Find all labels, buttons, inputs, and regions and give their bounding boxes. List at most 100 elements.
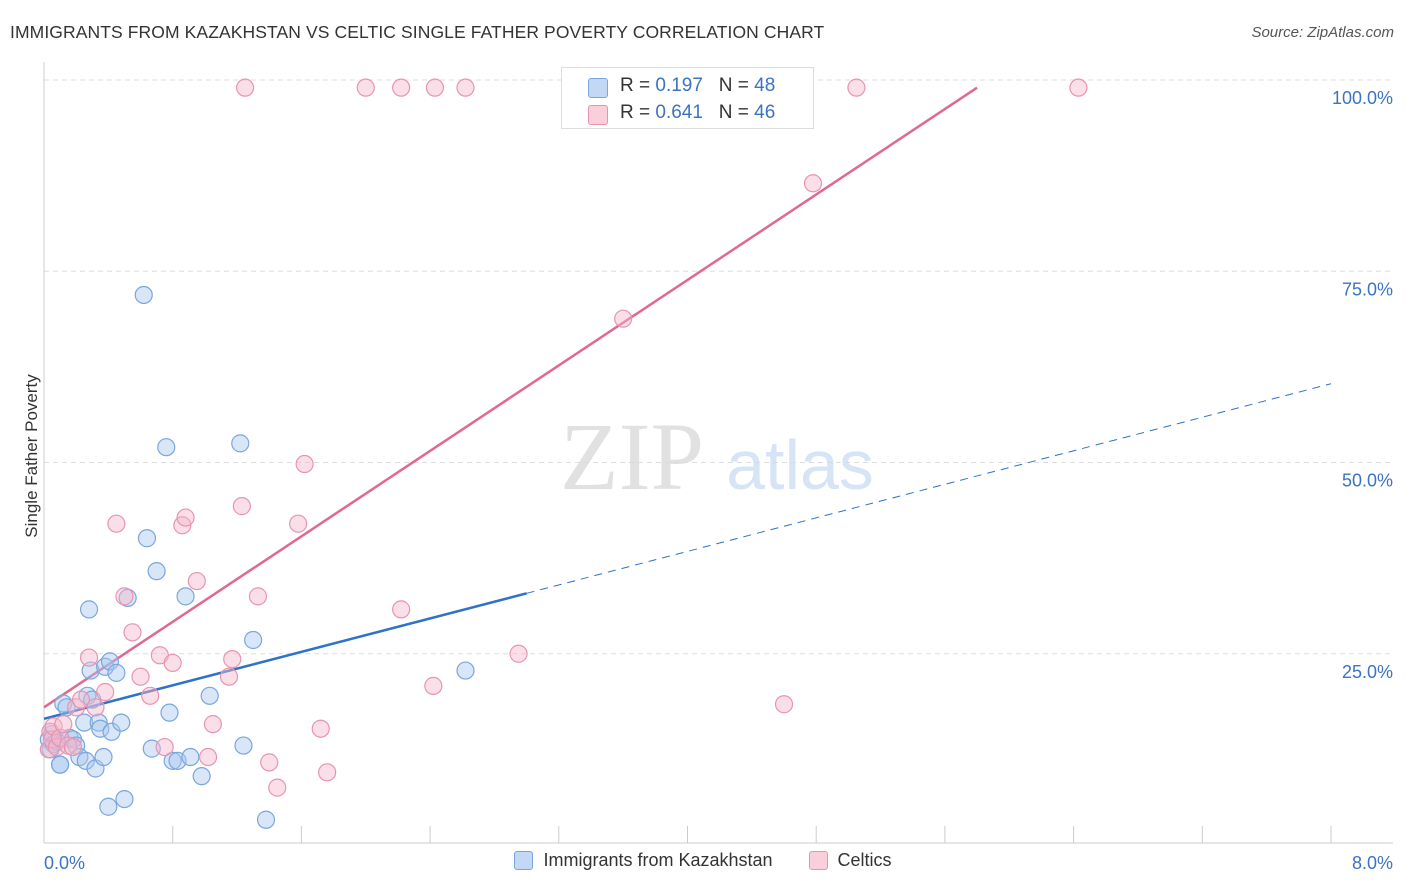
celtics-point [235, 78, 255, 97]
legend-r-label: R = [620, 102, 656, 123]
kazakhstan-point [200, 686, 219, 705]
legend-label-kazakhstan: Immigrants from Kazakhstan [543, 850, 773, 870]
kazakhstan-point [81, 661, 100, 680]
watermark-zip: ZIP [560, 403, 704, 510]
celtics-point [318, 763, 337, 782]
legend-swatch-pink [588, 105, 608, 125]
celtics-point [71, 690, 91, 709]
y-tick-label: 75.0% [1342, 279, 1393, 299]
celtics-point [176, 508, 195, 527]
kazakhstan-trend-line [43, 592, 527, 720]
trend-lines [43, 86, 1332, 720]
kazakhstan-point [231, 434, 250, 453]
celtics-point [198, 747, 218, 767]
celtics-point [392, 78, 411, 97]
kazakhstan-point [75, 713, 94, 732]
kazakhstan-point [99, 797, 118, 816]
legend-n-label: N = [718, 75, 755, 96]
legend-swatch-pink [808, 851, 828, 870]
kazakhstan-trend-extension [526, 383, 1332, 594]
celtics-point [155, 737, 174, 757]
celtics-point [203, 715, 223, 734]
celtics-point [131, 667, 150, 686]
kazakhstan-point [134, 285, 153, 305]
celtics-point [232, 497, 251, 516]
celtics-point [356, 78, 375, 97]
kazakhstan-point [192, 767, 211, 786]
tick-labels: 25.0% 50.0% 75.0% 100.0% 0.0% 8.0% [44, 88, 1393, 873]
kazakhstan-point [256, 810, 276, 829]
kazakhstan-point [91, 719, 110, 738]
legend-n-label: N = [718, 102, 755, 123]
kazakhstan-point [160, 703, 179, 722]
legend-item-kazakhstan: Immigrants from Kazakhstan [514, 850, 773, 871]
kazakhstan-point [137, 529, 157, 548]
kazakhstan-point [163, 751, 182, 770]
source-credit: Source: ZipAtlas.com [1251, 24, 1394, 41]
celtics-point [803, 174, 823, 193]
celtics-point [79, 648, 99, 667]
celtics-point [219, 667, 239, 686]
celtics-point [456, 78, 475, 97]
kazakhstan-point [115, 789, 134, 809]
kazakhstan-point [102, 722, 121, 741]
kazakhstan-point [100, 652, 120, 671]
kazakhstan-point [79, 600, 99, 619]
celtics-point [260, 753, 279, 772]
celtics-point [774, 695, 794, 714]
celtics-trend-line [43, 86, 978, 709]
celtics-point [187, 571, 206, 591]
celtics-point [424, 676, 443, 695]
watermark-atlas: atlas [726, 426, 874, 504]
kazakhstan-point [147, 562, 166, 581]
celtics-point [847, 78, 866, 97]
kazakhstan-point [94, 747, 113, 767]
celtics-point [425, 78, 445, 97]
kazakhstan-point [157, 438, 176, 457]
celtics-point [107, 514, 126, 533]
celtics-point [223, 650, 242, 669]
celtics-point [86, 698, 105, 717]
x-tick-label: 8.0% [1352, 853, 1393, 873]
gridlines [44, 79, 1393, 655]
celtics-point [248, 587, 268, 606]
celtics-point [163, 653, 182, 673]
kazakhstan-point [456, 661, 475, 680]
data-points [39, 78, 1088, 829]
kazakhstan-point [112, 713, 131, 732]
x-tick-label: 0.0% [44, 853, 85, 873]
celtics-point [268, 778, 287, 797]
legend-swatch-blue [514, 851, 534, 870]
celtics-point [96, 682, 115, 702]
celtics-point [54, 715, 73, 734]
legend-swatch-blue [588, 78, 608, 98]
legend-r-value: 0.197 [655, 75, 703, 96]
celtics-point [311, 719, 330, 738]
celtics-point [1069, 78, 1088, 97]
kazakhstan-point [96, 657, 115, 676]
kazakhstan-point [76, 751, 95, 770]
celtics-point [509, 644, 528, 663]
kazakhstan-point [107, 663, 126, 682]
legend-n-value: 48 [754, 75, 776, 96]
kazakhstan-point [176, 587, 195, 606]
kazakhstan-point [181, 747, 200, 767]
chart-title: IMMIGRANTS FROM KAZAKHSTAN VS CELTIC SIN… [10, 22, 825, 42]
celtics-point [289, 514, 308, 533]
legend-r-value: 0.641 [655, 102, 703, 123]
celtics-point [141, 686, 160, 705]
celtics-point [614, 309, 633, 328]
kazakhstan-point [234, 736, 253, 755]
kazakhstan-point [89, 713, 108, 732]
kazakhstan-point [50, 755, 70, 774]
celtics-point [295, 454, 314, 474]
y-tick-label: 100.0% [1332, 88, 1393, 108]
y-tick-label: 25.0% [1342, 662, 1393, 682]
celtics-point [115, 587, 134, 606]
axes [43, 62, 1393, 844]
correlation-legend: R = 0.197 N = 48 R = 0.641 N = 46 [561, 67, 814, 129]
celtics-point [63, 737, 83, 757]
legend-item-celtics: Celtics [808, 850, 892, 871]
legend-n-value: 46 [754, 102, 776, 123]
